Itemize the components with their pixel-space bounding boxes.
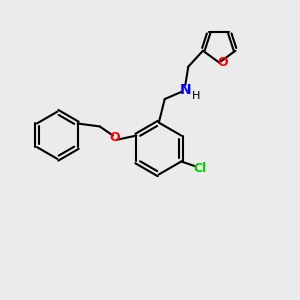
Text: Cl: Cl [193, 162, 206, 175]
Text: O: O [110, 131, 120, 144]
Text: H: H [191, 91, 200, 101]
Text: N: N [179, 83, 191, 97]
Text: O: O [218, 56, 228, 69]
